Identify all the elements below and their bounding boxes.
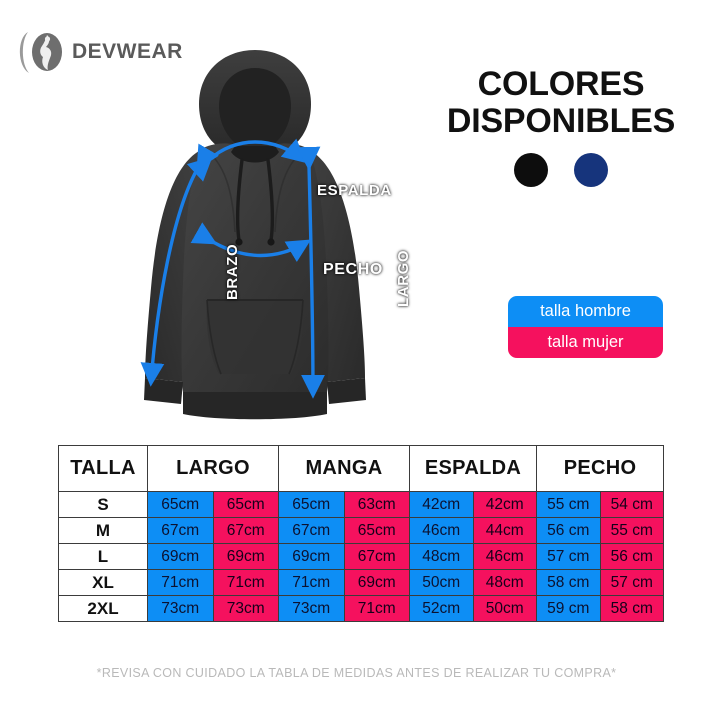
size-legend: talla hombre talla mujer bbox=[508, 296, 663, 358]
table-row: L 69cm 69cm 69cm 67cm 48cm 46cm 57 cm 56 cm bbox=[58, 543, 664, 570]
cell-espalda-hombre: 46cm bbox=[409, 517, 474, 544]
cell-pecho-hombre: 56 cm bbox=[536, 517, 601, 544]
brand-wordmark: DEVWEAR bbox=[72, 40, 183, 63]
cell-largo-hombre: 71cm bbox=[147, 569, 214, 596]
cell-espalda-mujer: 44cm bbox=[472, 517, 537, 544]
color-swatch-navy-blue[interactable] bbox=[574, 153, 608, 188]
size-cell-l: L bbox=[58, 543, 148, 570]
cell-manga-hombre: 65cm bbox=[278, 491, 345, 518]
size-cell-m: M bbox=[58, 517, 148, 544]
cell-manga-hombre: 71cm bbox=[278, 569, 345, 596]
header-talla: TALLA bbox=[58, 445, 148, 492]
table-row: 2XL 73cm 73cm 73cm 71cm 52cm 50cm 59 cm 58 cm bbox=[58, 595, 664, 622]
cell-espalda-hombre: 48cm bbox=[409, 543, 474, 570]
cell-manga-hombre: 73cm bbox=[278, 595, 345, 622]
cell-pecho-hombre: 58 cm bbox=[536, 569, 601, 596]
cell-pecho-mujer: 57 cm bbox=[599, 569, 664, 596]
colores-title-line2: DISPONIBLES bbox=[446, 101, 676, 140]
cell-manga-hombre: 69cm bbox=[278, 543, 345, 570]
cell-manga-mujer: 69cm bbox=[343, 569, 410, 596]
color-swatch-list bbox=[420, 153, 702, 188]
cell-manga-mujer: 63cm bbox=[343, 491, 410, 518]
cell-espalda-mujer: 46cm bbox=[472, 543, 537, 570]
cell-espalda-mujer: 42cm bbox=[472, 491, 537, 518]
cell-largo-mujer: 71cm bbox=[212, 569, 279, 596]
table-header-row: TALLA LARGO MANGA ESPALDA PECHO bbox=[58, 445, 664, 492]
cell-manga-mujer: 65cm bbox=[343, 517, 410, 544]
cell-pecho-hombre: 59 cm bbox=[536, 595, 601, 622]
cell-manga-hombre: 67cm bbox=[278, 517, 345, 544]
devwear-figure-logo-icon bbox=[14, 26, 70, 78]
header-espalda: ESPALDA bbox=[409, 445, 537, 492]
cell-espalda-hombre: 42cm bbox=[409, 491, 474, 518]
cell-largo-mujer: 73cm bbox=[212, 595, 279, 622]
colores-disponibles-panel: COLORES DISPONIBLES bbox=[420, 65, 702, 188]
cell-espalda-hombre: 50cm bbox=[409, 569, 474, 596]
size-cell-s: S bbox=[58, 491, 148, 518]
cell-manga-mujer: 71cm bbox=[343, 595, 410, 622]
brazo-arrow bbox=[140, 143, 219, 387]
size-cell-xl: XL bbox=[58, 569, 148, 596]
header-pecho: PECHO bbox=[536, 445, 664, 492]
table-row: XL 71cm 71cm 71cm 69cm 50cm 48cm 58 cm 57 cm bbox=[58, 569, 664, 596]
colores-title-line1: COLORES bbox=[477, 65, 645, 103]
cell-manga-mujer: 67cm bbox=[343, 543, 410, 570]
legend-talla-mujer: talla mujer bbox=[508, 327, 663, 358]
color-swatch-black[interactable] bbox=[514, 153, 548, 188]
size-cell-2xl: 2XL bbox=[58, 595, 148, 622]
cell-largo-mujer: 65cm bbox=[212, 491, 279, 518]
largo-arrow bbox=[296, 146, 325, 399]
header-largo: LARGO bbox=[147, 445, 279, 492]
cell-pecho-mujer: 58 cm bbox=[599, 595, 664, 622]
legend-talla-hombre: talla hombre bbox=[508, 296, 663, 327]
cell-pecho-hombre: 55 cm bbox=[536, 491, 601, 518]
cell-pecho-mujer: 56 cm bbox=[599, 543, 664, 570]
cell-largo-hombre: 65cm bbox=[147, 491, 214, 518]
size-chart-table: TALLA LARGO MANGA ESPALDA PECHO S 65cm 65c… bbox=[58, 445, 664, 622]
hoodie-illustration bbox=[140, 50, 366, 420]
cell-largo-hombre: 69cm bbox=[147, 543, 214, 570]
cell-pecho-mujer: 55 cm bbox=[599, 517, 664, 544]
cell-espalda-mujer: 50cm bbox=[472, 595, 537, 622]
brand-logo: DEVWEAR bbox=[14, 24, 194, 80]
cell-largo-hombre: 73cm bbox=[147, 595, 214, 622]
cell-pecho-mujer: 54 cm bbox=[599, 491, 664, 518]
cell-largo-hombre: 67cm bbox=[147, 517, 214, 544]
cell-espalda-hombre: 52cm bbox=[409, 595, 474, 622]
hoodie-diagram: ESPALDA PECHO BRAZO LARGO bbox=[95, 42, 415, 442]
header-manga: MANGA bbox=[278, 445, 410, 492]
cell-largo-mujer: 67cm bbox=[212, 517, 279, 544]
table-row: S 65cm 65cm 65cm 63cm 42cm 42cm 55 cm 54 cm bbox=[58, 491, 664, 518]
cell-largo-mujer: 69cm bbox=[212, 543, 279, 570]
cell-pecho-hombre: 57 cm bbox=[536, 543, 601, 570]
table-row: M 67cm 67cm 67cm 65cm 46cm 44cm 56 cm 55 cm bbox=[58, 517, 664, 544]
footer-disclaimer: *REVISA CON CUIDADO LA TABLA DE MEDIDAS … bbox=[96, 666, 617, 680]
cell-espalda-mujer: 48cm bbox=[472, 569, 537, 596]
